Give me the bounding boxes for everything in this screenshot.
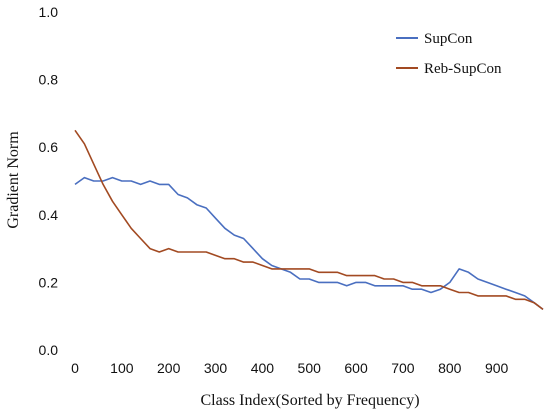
x-tick-label: 0 [71,360,79,376]
x-tick-label: 500 [298,360,322,376]
y-axis-title: Gradient Norm [5,131,22,229]
x-tick-label: 900 [485,360,509,376]
y-tick-label: 0.0 [39,342,59,358]
x-tick-label: 800 [438,360,462,376]
y-tick-label: 0.2 [39,274,59,290]
y-tick-label: 0.4 [39,207,59,223]
plot-area [74,129,544,311]
x-tick-label: 700 [391,360,415,376]
y-tick-label: 1.0 [39,4,59,20]
legend: SupCon Reb-SupCon [396,31,502,77]
x-tick-label: 600 [344,360,368,376]
y-tick-label: 0.6 [39,139,59,155]
x-tick-label: 400 [251,360,275,376]
series-line-reb-supcon [74,129,544,311]
series-line-supcon [74,176,544,311]
x-axis-title: Class Index(Sorted by Frequency) [200,392,419,409]
x-tick-label: 300 [204,360,228,376]
x-tick-label: 100 [110,360,134,376]
x-axis: 0 100 200 300 400 500 600 700 800 900 [71,360,508,376]
legend-label: SupCon [424,31,473,47]
x-tick-label: 200 [157,360,181,376]
y-tick-label: 0.8 [39,72,59,88]
legend-label: Reb-SupCon [424,61,502,77]
y-axis: 0.0 0.2 0.4 0.6 0.8 1.0 [39,4,59,358]
